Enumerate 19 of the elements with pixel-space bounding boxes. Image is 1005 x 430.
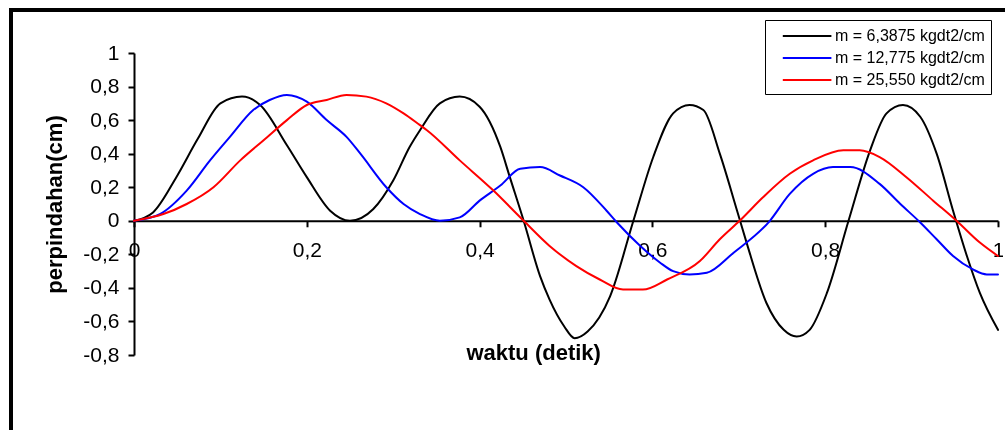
y-axis-title: perpindahan(cm) [42, 115, 68, 294]
x-tick-label: 0,4 [465, 238, 496, 262]
y-tick-label: 0,2 [90, 174, 120, 198]
y-tick-label: -0,4 [83, 275, 120, 299]
y-tick-label: 0,8 [90, 74, 120, 98]
y-tick-label: -0,2 [83, 241, 120, 265]
y-tick-label: 0,4 [90, 141, 120, 165]
x-tick-label: 0,8 [811, 238, 841, 262]
x-tick-label: 1 [992, 238, 1005, 262]
x-axis-title: waktu (detik) [465, 340, 601, 366]
y-tick-label: -0,6 [83, 308, 120, 332]
x-tick-label: 0,2 [292, 238, 322, 262]
y-tick-label: 1 [107, 40, 120, 64]
y-tick-label: 0 [107, 208, 120, 232]
legend-label: m = 6,3875 kgdt2/cm [835, 27, 985, 44]
legend-label: m = 12,775 kgdt2/cm [835, 49, 985, 66]
y-tick-label: 0,6 [90, 107, 120, 131]
legend-label: m = 25,550 kgdt2/cm [835, 71, 985, 88]
y-tick-label: -0,8 [83, 342, 120, 366]
